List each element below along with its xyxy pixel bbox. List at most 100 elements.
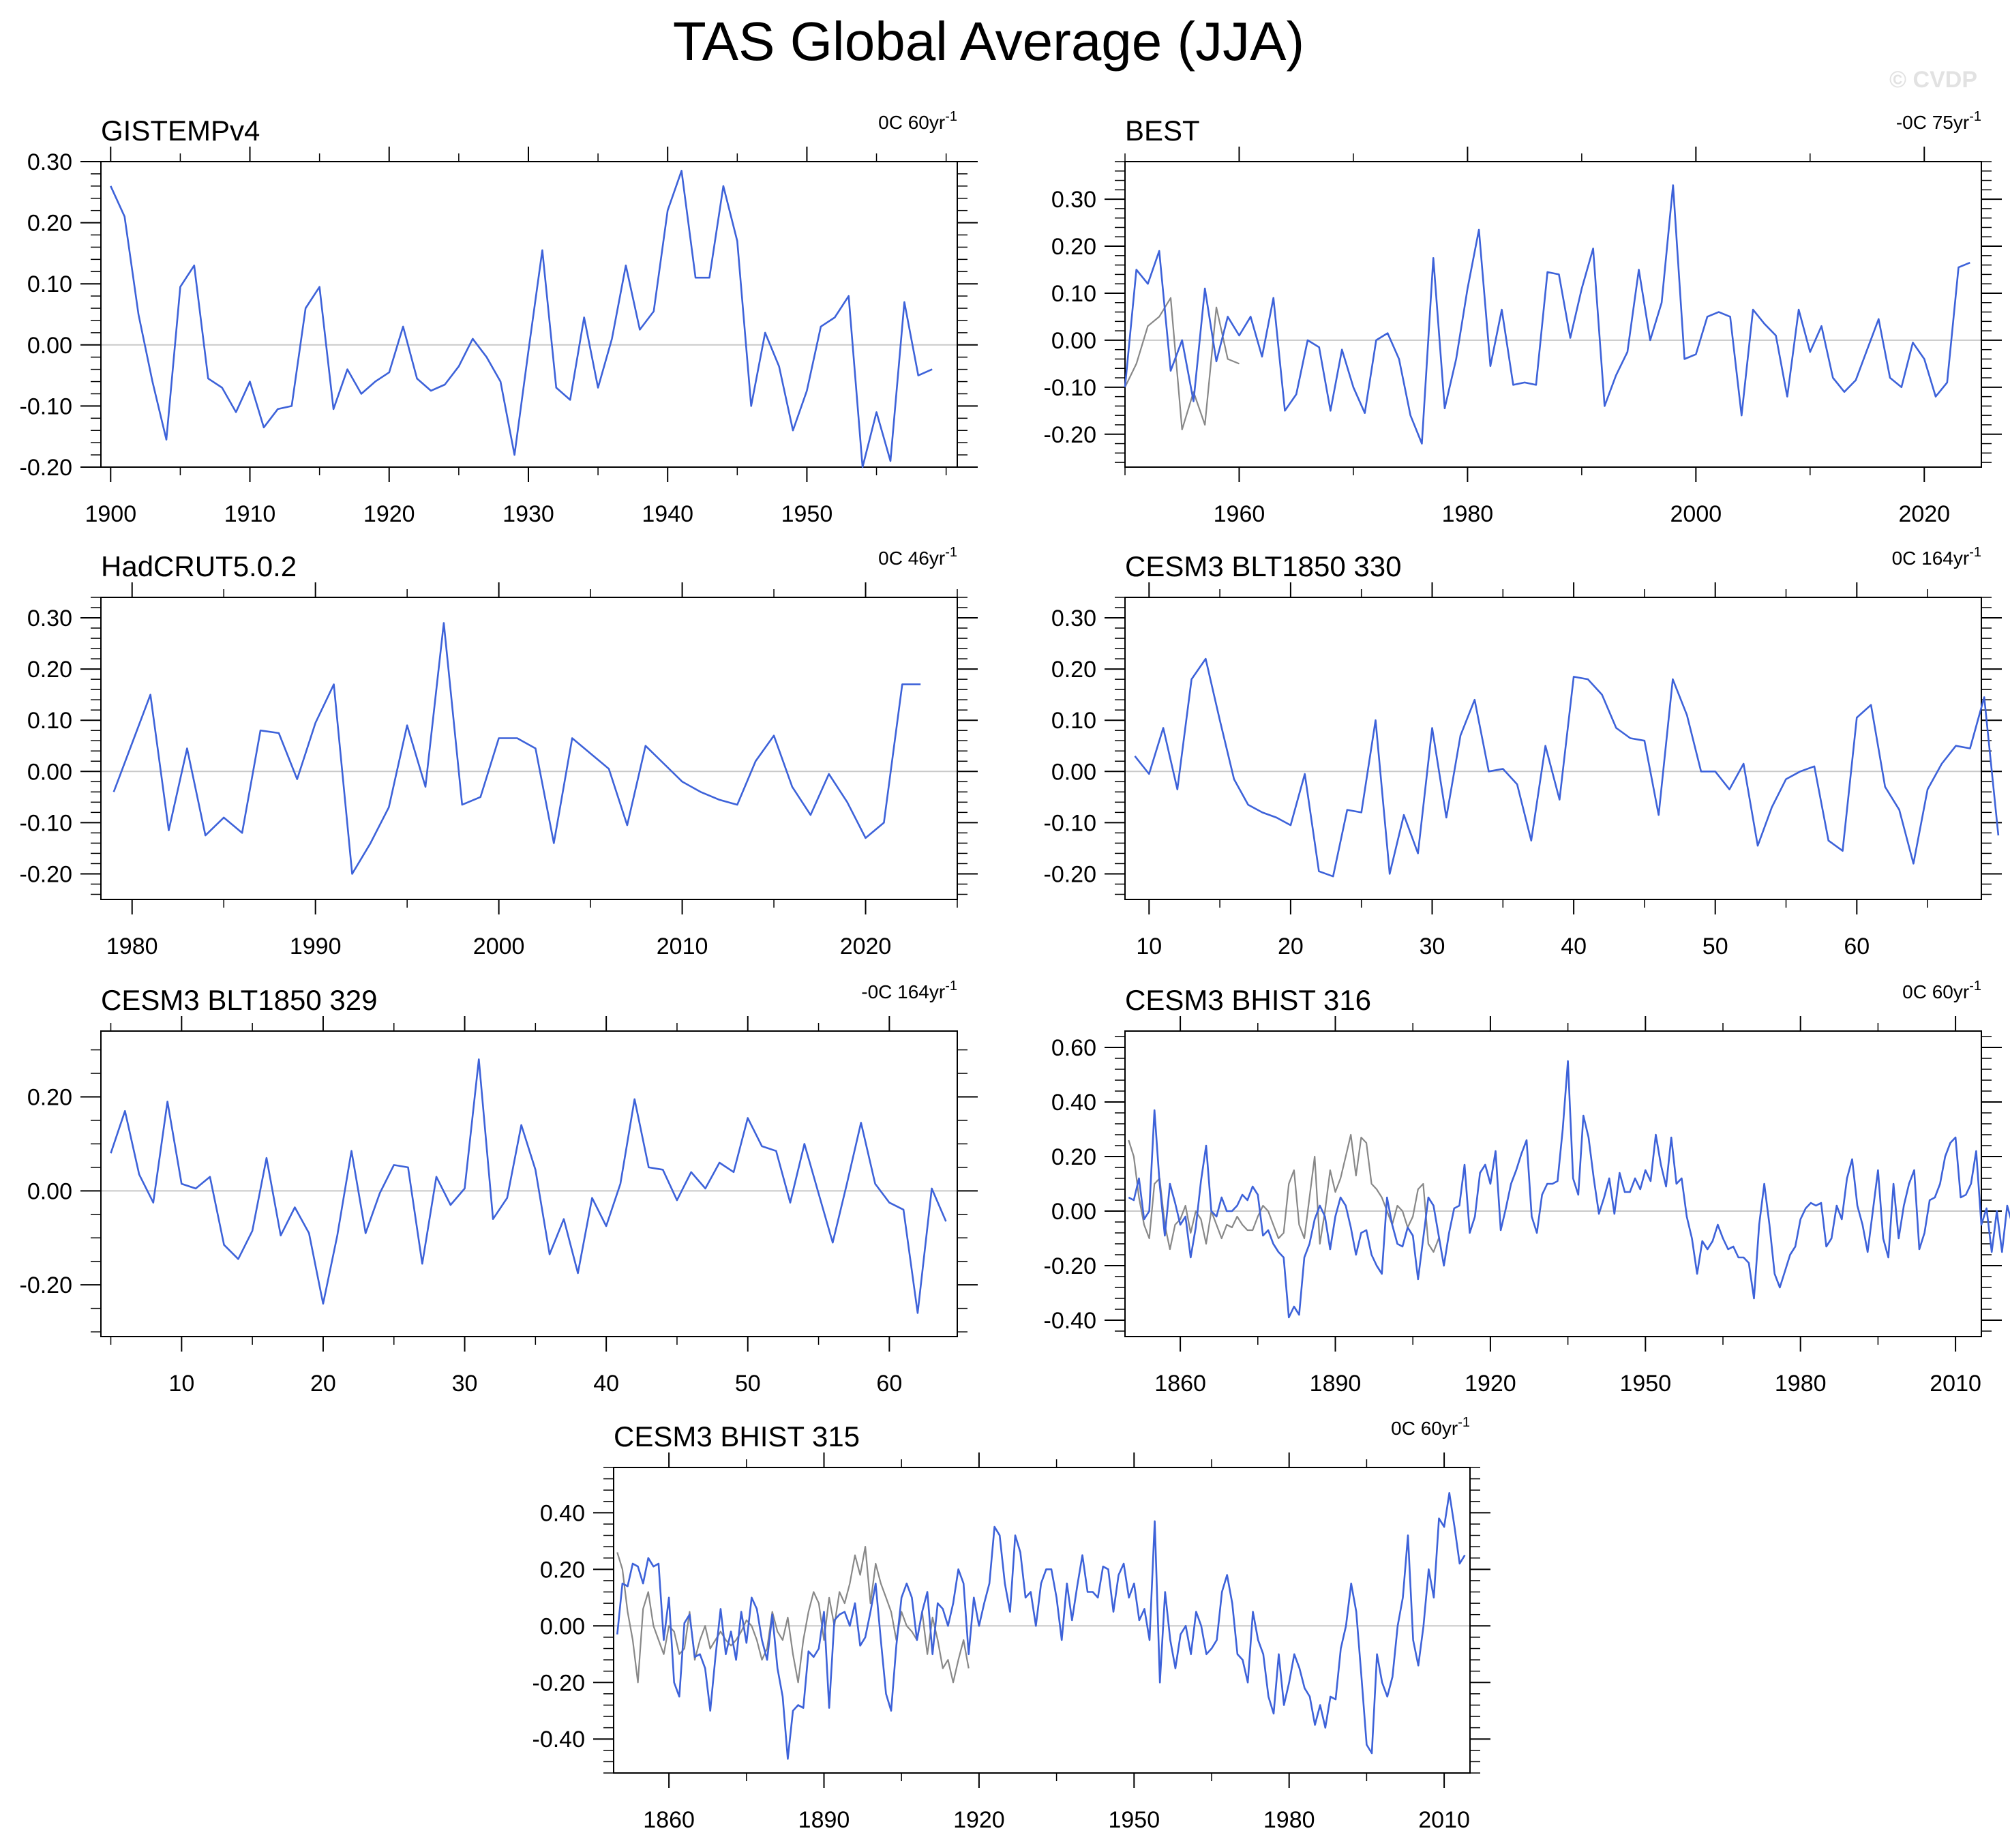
x-tick-label: 1860: [1154, 1371, 1206, 1397]
y-tick-label: 0.20: [27, 211, 72, 237]
y-tick-label: -0.20: [1044, 861, 1097, 887]
trend-text: 0C 60yr: [878, 112, 945, 133]
y-tick-label: 0.20: [540, 1557, 585, 1583]
x-tick-label: 1980: [1442, 501, 1494, 527]
x-tick-label: 20: [310, 1371, 336, 1397]
x-tick-label: 1950: [781, 501, 833, 527]
y-tick-label: 0.40: [540, 1500, 585, 1526]
panel-title: BEST: [1125, 115, 1200, 147]
x-tick-label: 1980: [106, 934, 158, 959]
panel-title: GISTEMPv4: [101, 115, 260, 147]
panel-cesm329: CESM3 BLT1850 329 -0C 164yr-1 -0.20 0.00 0.2…: [20, 979, 978, 1397]
plot-frame: [613, 1467, 1471, 1774]
x-tick-label: 50: [1702, 934, 1728, 959]
x-tick-label: 1920: [953, 1807, 1005, 1833]
y-tick-label: 0.30: [27, 149, 72, 175]
x-tick-label: 20: [1278, 934, 1304, 959]
x-tick-label: 60: [876, 1371, 902, 1397]
series-line: [616, 1492, 1466, 1760]
x-tick-label: 30: [1420, 934, 1445, 959]
trend-exponent: -1: [945, 545, 957, 560]
panel-title: CESM3 BHIST 316: [1125, 984, 1371, 1016]
y-tick-label: 0.10: [1051, 708, 1096, 734]
x-tick-label: 2010: [657, 934, 708, 959]
panel-title: HadCRUT5.0.2: [101, 550, 297, 582]
series-line: [1124, 184, 1970, 445]
plot-frame: [100, 597, 958, 900]
trend-label: 0C 60yr-1: [1391, 1415, 1470, 1439]
y-tick-label: -0.20: [1044, 1253, 1097, 1279]
x-tick-label: 1960: [1214, 501, 1265, 527]
trend-text: -0C 75yr: [1896, 112, 1969, 133]
trend-text: -0C 164yr: [861, 981, 945, 1002]
trend-exponent: -1: [1969, 979, 1981, 994]
panel-hadcrut: HadCRUT5.0.2 0C 46yr-1 -0.20 -0.10 0.00 0.10 0…: [20, 545, 978, 959]
trend-text: 0C 46yr: [878, 548, 945, 569]
watermark: © CVDP: [1889, 67, 1977, 93]
x-tick-label: 1890: [1310, 1371, 1362, 1397]
series-line: [110, 170, 933, 468]
y-tick-label: 0.10: [27, 271, 72, 297]
y-tick-label: 0.00: [27, 333, 72, 359]
y-tick-label: 0.20: [1051, 234, 1096, 260]
y-tick-label: -0.20: [20, 455, 73, 481]
panel-title: CESM3 BHIST 315: [614, 1420, 860, 1452]
x-tick-label: 2010: [1930, 1371, 1981, 1397]
plot-frame: [1124, 597, 1982, 900]
x-tick-label: 2020: [1898, 501, 1950, 527]
y-tick-label: -0.10: [20, 810, 73, 836]
x-tick-label: 40: [1561, 934, 1587, 959]
series-line: [1128, 1060, 2010, 1319]
trend-exponent: -1: [1458, 1415, 1470, 1430]
series-line: [112, 622, 921, 875]
x-tick-label: 2010: [1418, 1807, 1470, 1833]
x-tick-label: 30: [452, 1371, 478, 1397]
x-tick-label: 1980: [1263, 1807, 1315, 1833]
x-tick-label: 1930: [502, 501, 554, 527]
y-tick-label: 0.40: [1051, 1090, 1096, 1116]
plot-frame: [100, 1030, 958, 1337]
y-tick-label: -0.40: [532, 1727, 586, 1753]
y-tick-label: 0.20: [1051, 657, 1096, 683]
panel-bhist315: CESM3 BHIST 315 0C 60yr-1 -0.40 -0.20 0.00 0.…: [532, 1415, 1490, 1833]
y-tick-label: -0.20: [20, 1272, 73, 1298]
x-tick-label: 50: [735, 1371, 761, 1397]
y-tick-label: -0.10: [20, 393, 73, 419]
x-tick-label: 1910: [224, 501, 276, 527]
y-tick-label: -0.20: [20, 861, 73, 887]
y-tick-label: 0.10: [27, 708, 72, 734]
trend-label: 0C 46yr-1: [878, 545, 957, 569]
x-tick-label: 1860: [643, 1807, 695, 1833]
trend-label: -0C 75yr-1: [1896, 109, 1981, 133]
panel-title: CESM3 BLT1850 329: [101, 984, 377, 1016]
trend-text: 0C 60yr: [1902, 981, 1969, 1002]
x-tick-label: 1940: [642, 501, 693, 527]
y-tick-label: 0.20: [27, 1084, 72, 1110]
y-tick-label: 0.00: [1051, 1199, 1096, 1225]
x-tick-label: 1920: [1465, 1371, 1516, 1397]
x-tick-label: 1950: [1619, 1371, 1671, 1397]
trend-exponent: -1: [1969, 545, 1981, 560]
y-tick-label: -0.10: [1044, 810, 1097, 836]
plot-frame: [1124, 161, 1982, 468]
y-tick-label: 0.10: [1051, 281, 1096, 307]
y-tick-label: 0.30: [1051, 606, 1096, 631]
x-tick-label: 40: [593, 1371, 619, 1397]
plot-frame: [1124, 1030, 1982, 1337]
y-tick-label: 0.20: [27, 657, 72, 683]
trend-exponent: -1: [945, 109, 957, 124]
y-tick-label: -0.20: [532, 1670, 586, 1696]
trend-exponent: -1: [1969, 109, 1981, 124]
figure-title: TAS Global Average (JJA): [673, 11, 1304, 72]
trend-label: 0C 164yr-1: [1892, 545, 1981, 569]
x-tick-label: 1950: [1108, 1807, 1160, 1833]
x-tick-label: 10: [1136, 934, 1162, 959]
series-line: [110, 1058, 947, 1314]
panel-bhist316: CESM3 BHIST 316 0C 60yr-1 -0.40 -0.20 0.00 0.…: [1044, 979, 2010, 1397]
trend-exponent: -1: [945, 979, 957, 994]
trend-label: 0C 60yr-1: [1902, 979, 1981, 1002]
series-line: [1134, 657, 2000, 878]
panel-cesm330: CESM3 BLT1850 330 0C 164yr-1 -0.20 -0.10 0.0…: [1044, 545, 2002, 959]
x-tick-label: 2000: [473, 934, 525, 959]
